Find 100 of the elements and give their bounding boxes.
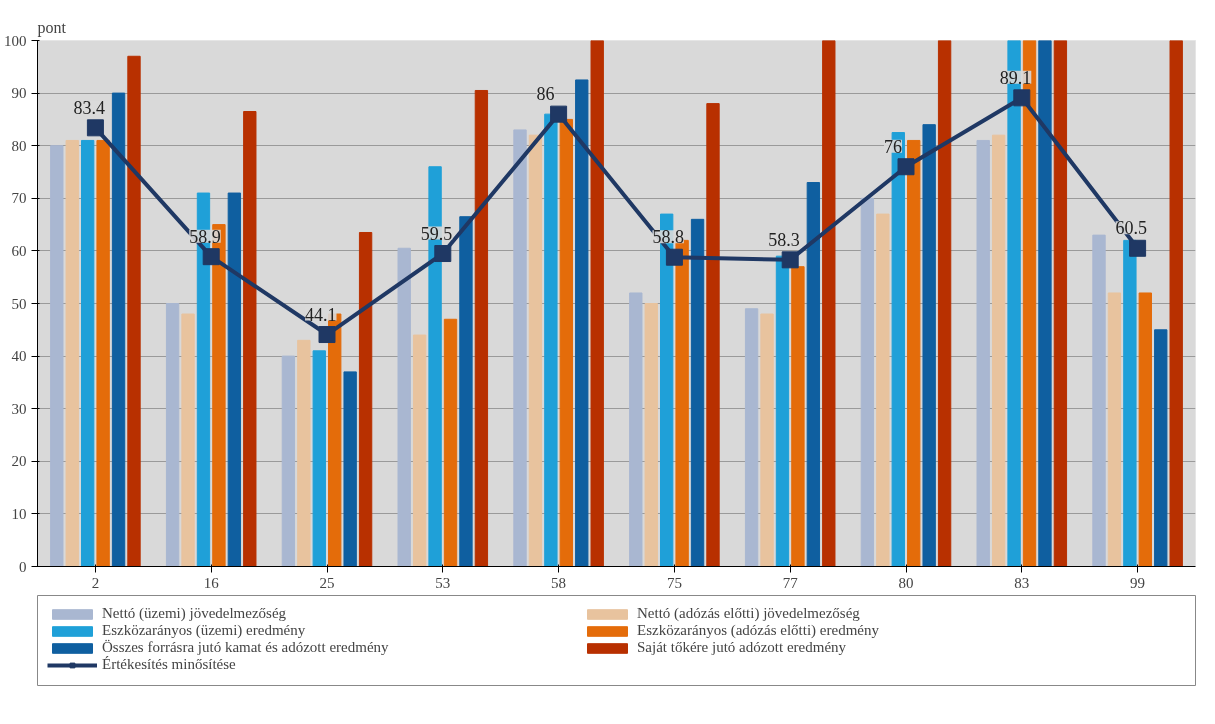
y-tick-label: 60 (11, 242, 27, 259)
data-label: 86 (536, 84, 555, 105)
x-tick-label: 58 (551, 574, 567, 591)
bar (281, 355, 296, 567)
legend-label: Saját tőkére jutó adózott eredmény (637, 639, 848, 656)
bar (397, 247, 411, 567)
bar (474, 89, 489, 567)
bar (50, 145, 64, 567)
data-label: 58.3 (768, 229, 800, 250)
bar (412, 334, 427, 567)
bar (690, 218, 705, 567)
point (434, 245, 452, 263)
data-label: 89.1 (999, 67, 1032, 88)
data-label: 83.4 (73, 97, 105, 118)
bar (937, 40, 952, 567)
bar (127, 55, 141, 567)
bar (459, 216, 473, 567)
bar (181, 313, 195, 567)
point (665, 248, 683, 266)
point (202, 248, 220, 266)
bar (806, 182, 821, 567)
y-tick-label: 20 (11, 453, 27, 470)
bar (629, 292, 643, 567)
y-tick-label: 100 (4, 32, 27, 49)
bar (1092, 234, 1106, 567)
bar (876, 213, 890, 567)
bar (791, 266, 805, 567)
bar (1107, 292, 1122, 567)
x-tick-label: 75 (666, 574, 682, 591)
legend-label: Eszközarányos (adózás előtti) eredmény (637, 622, 880, 639)
y-tick-label: 90 (11, 85, 27, 102)
data-label: 58.9 (189, 226, 221, 247)
bar (922, 124, 936, 567)
bar (96, 139, 110, 567)
bar (544, 113, 558, 567)
point (781, 251, 799, 269)
bar (976, 139, 990, 567)
bar (644, 303, 658, 567)
x-tick-label: 77 (782, 574, 799, 591)
y-axis-title: pont (37, 18, 67, 37)
legend-label: Értékesítés minősítése (102, 656, 237, 673)
bar (528, 134, 543, 567)
bar (744, 308, 759, 567)
y-tick-label: 10 (11, 505, 27, 522)
point (550, 105, 568, 123)
y-tick-label: 80 (11, 137, 27, 154)
bar (575, 79, 589, 567)
bar (343, 371, 357, 567)
bar (443, 318, 458, 567)
bar (513, 129, 527, 567)
x-tick-label: 83 (1014, 574, 1030, 591)
bar (822, 40, 836, 567)
bar (907, 139, 921, 567)
bar (65, 139, 79, 567)
bar (1123, 239, 1137, 567)
bar (559, 118, 573, 567)
legend-label: Nettó (üzemi) jövedelmezőség (102, 605, 288, 622)
x-tick-label: 53 (435, 574, 451, 591)
bar (590, 40, 604, 567)
bar (243, 111, 257, 567)
point (86, 119, 104, 137)
x-tick-label: 25 (319, 574, 335, 591)
x-tick-label: 99 (1130, 574, 1146, 591)
data-label: 58.8 (652, 227, 684, 248)
y-tick-label: 0 (19, 558, 27, 575)
point (318, 326, 336, 344)
data-label: 44.1 (305, 304, 337, 325)
bar (165, 303, 180, 567)
bar (775, 255, 790, 567)
x-tick-label: 16 (203, 574, 220, 591)
data-label: 59.5 (420, 223, 453, 244)
bar (1154, 329, 1168, 567)
point (1129, 239, 1147, 257)
bar (1038, 40, 1052, 567)
x-tick-label: 2 (91, 574, 100, 591)
bar (81, 139, 95, 567)
bar (706, 103, 720, 567)
x-tick-label: 80 (898, 574, 914, 591)
bar (312, 350, 326, 567)
y-tick-label: 70 (11, 190, 27, 207)
legend-label: Eszközarányos (üzemi) eredmény (102, 622, 307, 639)
bar (111, 92, 126, 567)
legend-label: Nettó (adózás előtti) jövedelmezőség (637, 605, 861, 622)
bar (1053, 40, 1068, 567)
point (1013, 89, 1031, 107)
bar (860, 197, 875, 567)
y-tick-label: 30 (11, 400, 27, 417)
y-tick-label: 50 (11, 295, 27, 312)
legend-label: Összes forrásra jutó kamat és adózott eredmény (102, 639, 390, 656)
bar (991, 134, 1006, 567)
point (897, 158, 915, 176)
y-tick-label: 40 (11, 348, 27, 365)
bar (1169, 40, 1183, 567)
bar (297, 339, 311, 567)
bar (760, 313, 774, 567)
bar (227, 192, 242, 567)
bar (358, 231, 373, 567)
bar (1138, 292, 1152, 567)
data-label: 60.5 (1115, 218, 1148, 239)
data-label: 76 (884, 136, 902, 157)
